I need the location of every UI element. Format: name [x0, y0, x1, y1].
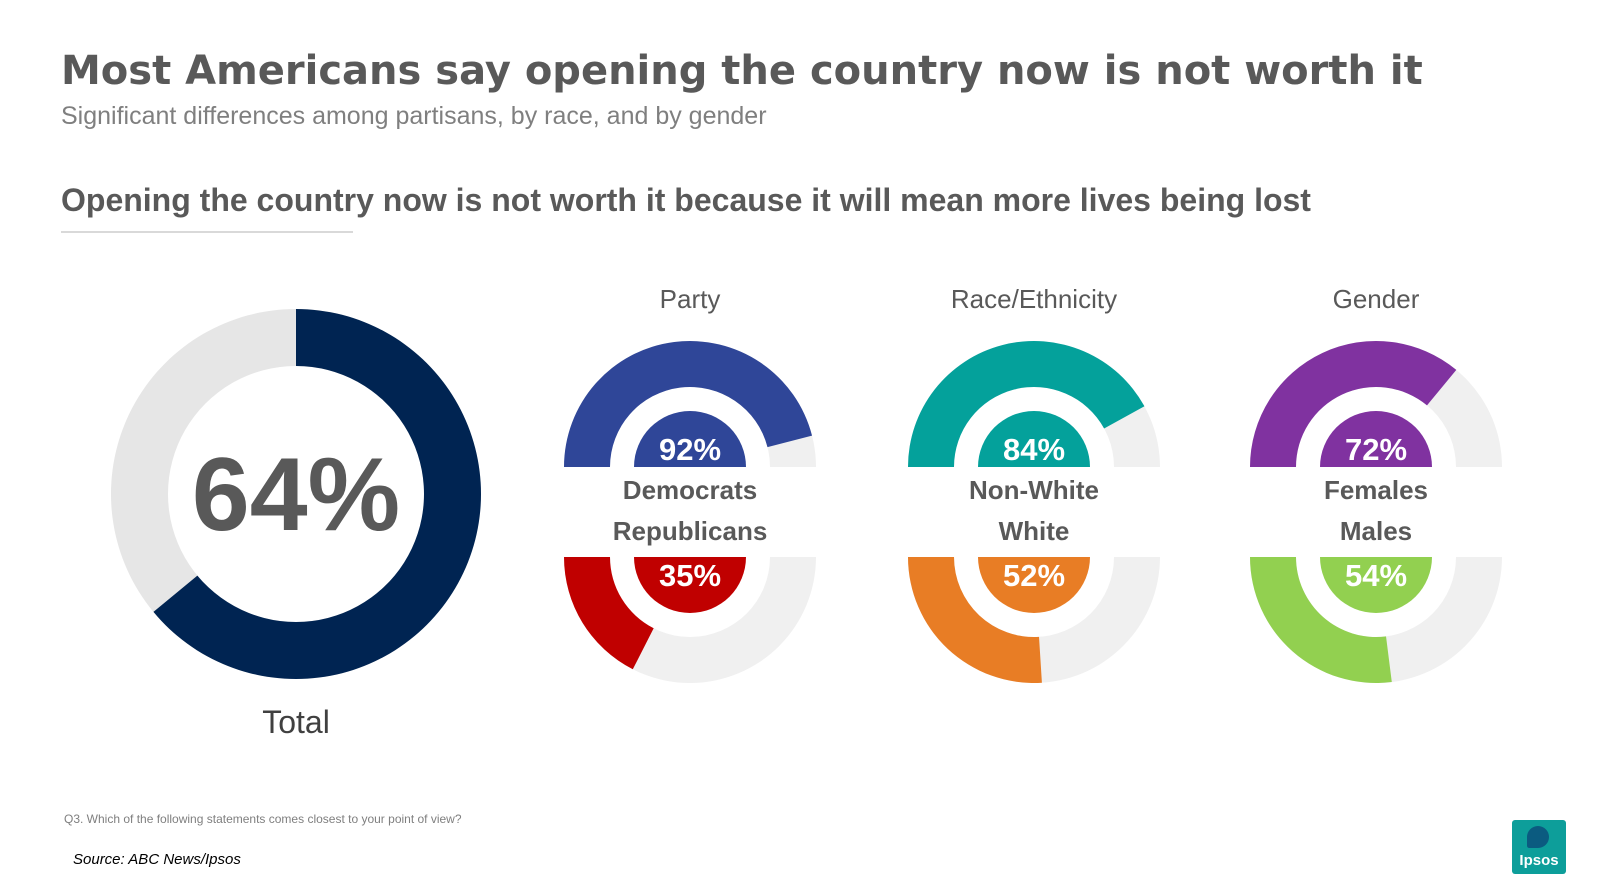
- race-ethnicity-white-slice: [908, 557, 1042, 683]
- party-democrats-label: Democrats: [623, 475, 757, 505]
- party-democrats-slice: [564, 340, 813, 467]
- party-republicans-label: Republicans: [613, 516, 768, 546]
- gender-top-badge: [1320, 411, 1432, 467]
- party-title: Party: [660, 284, 721, 314]
- gender-males-value: 54%: [1345, 558, 1407, 593]
- gender-males-label: Males: [1340, 516, 1412, 546]
- logo-text: Ipsos: [1519, 852, 1559, 869]
- race-ethnicity-top-badge: [978, 411, 1090, 467]
- party-republicans-value: 35%: [659, 558, 721, 593]
- race-ethnicity-non-white-slice: [908, 340, 1145, 467]
- question-heading: Opening the country now is not worth it …: [61, 182, 1311, 218]
- gender-females-slice: [1250, 340, 1457, 467]
- heading-underline: [61, 231, 353, 233]
- total-title: Total: [262, 704, 330, 740]
- party-top-badge: [634, 411, 746, 467]
- gender-females-label: Females: [1324, 475, 1428, 505]
- gender-bottom-badge: [1320, 557, 1432, 613]
- page-subtitle: Significant differences among partisans,…: [61, 102, 767, 130]
- speech-bubble-icon: [1527, 826, 1549, 848]
- race-ethnicity-non-white-value: 84%: [1003, 432, 1065, 467]
- total-slice: [153, 309, 481, 680]
- gender-males-slice: [1250, 557, 1392, 683]
- race-ethnicity-white-value: 52%: [1003, 558, 1065, 593]
- party-democrats-value: 92%: [659, 432, 721, 467]
- total-value-label: 64%: [192, 437, 400, 553]
- party-republicans-slice: [564, 557, 654, 670]
- race-ethnicity-white-label: White: [999, 516, 1070, 546]
- race-ethnicity-title: Race/Ethnicity: [951, 284, 1117, 314]
- page-title: Most Americans say opening the country n…: [61, 48, 1423, 94]
- source-note: Source: ABC News/Ipsos: [73, 851, 241, 868]
- gender-title: Gender: [1333, 284, 1420, 314]
- question-footnote: Q3. Which of the following statements co…: [64, 812, 462, 826]
- party-bottom-badge: [634, 557, 746, 613]
- race-ethnicity-bottom-badge: [978, 557, 1090, 613]
- gender-females-value: 72%: [1345, 432, 1407, 467]
- ipsos-logo: Ipsos: [1512, 820, 1566, 874]
- race-ethnicity-non-white-label: Non-White: [969, 475, 1099, 505]
